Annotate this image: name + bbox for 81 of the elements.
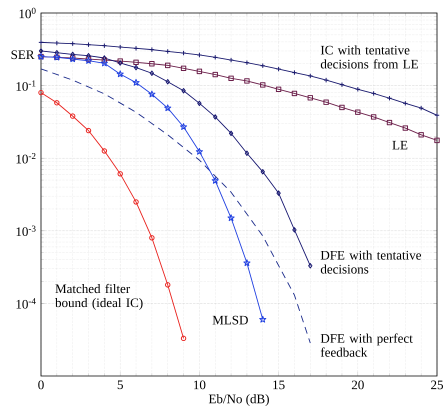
series-label: IC with tentative decisions from LE [320,45,418,68]
point [228,214,235,222]
y-tick-label: 10$^{0}$ [20,8,36,18]
point [132,78,140,86]
point [196,148,203,155]
point [244,78,250,84]
y-axis-title: SER [12,50,34,60]
point [180,123,188,130]
series-label: DFE with tentative decisions [320,250,422,274]
point [86,128,92,134]
point [418,105,424,111]
point [148,90,156,98]
point [292,227,297,233]
point [134,64,138,70]
y-tick-label: 10$^{-3}$ [16,226,36,236]
point [133,60,139,66]
x-tick-label: 25 [431,380,444,390]
point [164,104,172,112]
x-axis-title: Eb/No (dB) [208,394,269,406]
point [308,73,313,79]
series-label: MLSD [212,316,248,324]
point [260,169,265,174]
point [276,86,282,92]
point [54,50,59,56]
point [418,132,424,138]
x-tick-label: 20 [352,380,364,390]
point [276,66,282,72]
point [149,46,155,52]
point [196,68,202,74]
point [370,90,376,96]
series-label: DFE with perfect feedback [320,334,413,357]
series-label: LE [392,140,408,150]
point [165,48,170,54]
point [260,82,266,88]
point [243,259,250,266]
point [150,70,154,76]
point [197,100,202,106]
point [434,138,440,144]
point [133,199,139,205]
point [339,104,345,110]
series-label: Matched filter bound (ideal IC) [55,284,143,310]
point [355,110,361,115]
point [228,76,234,82]
point [292,70,298,76]
line-series [41,68,311,344]
point [228,130,234,136]
point [323,77,329,83]
point [118,171,123,176]
x-tick-label: 0 [38,380,44,390]
point [276,190,281,196]
point [292,90,298,96]
point [181,88,186,94]
point [116,70,124,78]
x-tick-label: 10 [194,380,206,390]
point [165,282,170,288]
point [149,235,155,241]
y-tick-label: 10$^{-1}$ [16,80,36,91]
point [102,148,108,154]
point [149,61,155,66]
x-tick-label: 15 [273,380,285,390]
point [386,120,392,126]
point [370,114,376,120]
y-tick-label: 10$^{-2}$ [16,152,36,164]
point [86,53,91,58]
point [260,63,266,68]
point [244,150,250,156]
point [100,60,108,66]
point [212,176,219,184]
point [212,72,218,78]
point [70,113,76,119]
point [402,125,408,131]
point [213,114,218,120]
point [323,100,329,105]
point [180,66,186,72]
x-tick-label: 5 [118,380,123,390]
point [166,79,170,84]
point [308,95,313,100]
point [259,316,266,323]
y-tick-label: 10$^{-4}$ [16,298,36,309]
point [165,62,170,68]
point [54,100,60,106]
